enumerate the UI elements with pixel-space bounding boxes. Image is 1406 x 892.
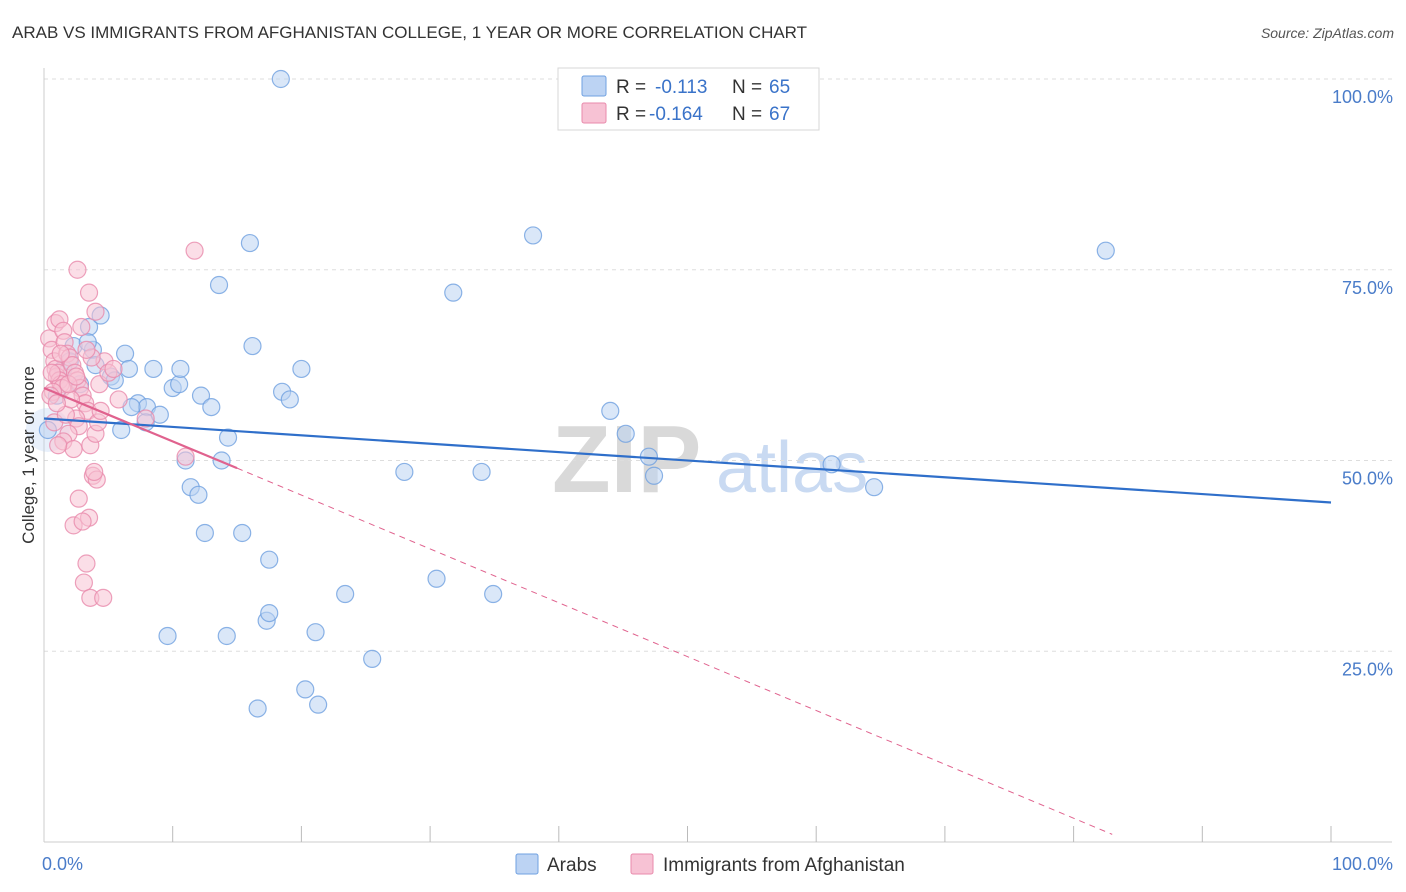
point-afghan xyxy=(79,283,99,302)
point-afghan xyxy=(42,363,61,382)
point-arabs xyxy=(115,344,135,363)
point-arabs xyxy=(395,462,414,482)
point-afghan xyxy=(72,317,91,337)
x-tick-label-max: 100.0% xyxy=(1332,854,1393,874)
y-axis-label: College, 1 year or more xyxy=(19,366,38,544)
point-afghan xyxy=(74,573,93,592)
point-arabs xyxy=(865,478,884,497)
bottom-legend-swatch-afghan xyxy=(630,853,654,875)
point-arabs xyxy=(1096,241,1115,260)
scatter-points xyxy=(25,69,1115,718)
point-arabs xyxy=(158,626,177,646)
point-afghan xyxy=(47,394,66,413)
trend-lines xyxy=(43,386,1332,835)
point-arabs xyxy=(218,428,238,447)
point-arabs xyxy=(336,584,355,604)
legend-n-label-afghan: N = xyxy=(732,104,762,125)
chart-source: Source: ZipAtlas.com xyxy=(1261,25,1394,41)
y-tick-label: 50.0% xyxy=(1342,469,1393,489)
point-afghan xyxy=(104,359,123,379)
bottom-legend-swatch-arabs xyxy=(515,853,539,875)
point-afghan xyxy=(64,439,83,459)
y-tick-label: 25.0% xyxy=(1342,659,1393,679)
point-arabs xyxy=(280,390,299,409)
point-arabs xyxy=(363,649,382,668)
point-arabs xyxy=(427,569,446,588)
point-afghan xyxy=(68,260,87,279)
point-arabs xyxy=(171,359,190,379)
chart-title: ARAB VS IMMIGRANTS FROM AFGHANISTAN COLL… xyxy=(12,23,807,42)
point-arabs xyxy=(119,359,139,379)
point-afghan xyxy=(176,447,195,466)
point-arabs xyxy=(195,523,214,543)
point-arabs xyxy=(144,359,163,379)
x-tick-label-min: 0.0% xyxy=(42,854,83,874)
point-arabs xyxy=(601,401,620,421)
trend-line-afghan-extrapolated xyxy=(236,467,1113,835)
point-arabs xyxy=(616,424,635,443)
point-afghan xyxy=(67,367,86,386)
point-afghan xyxy=(85,462,104,482)
point-arabs xyxy=(209,275,229,295)
point-arabs xyxy=(292,359,311,379)
point-afghan xyxy=(185,241,204,260)
point-arabs xyxy=(484,584,503,604)
point-afghan xyxy=(86,302,105,321)
bottom-legend-label-arabs: Arabs xyxy=(547,855,597,876)
point-arabs xyxy=(444,283,463,302)
legend-n-value-arabs: 65 xyxy=(769,77,790,98)
point-arabs xyxy=(260,550,279,569)
point-arabs xyxy=(644,466,664,485)
point-arabs xyxy=(189,485,208,504)
legend-n-value-afghan: 67 xyxy=(769,104,790,125)
y-tick-label: 75.0% xyxy=(1342,278,1393,298)
bottom-legend-label-afghan: Immigrants from Afghanistan xyxy=(663,855,905,876)
legend-box: R = -0.113 N = 65 R = -0.164 N = 67 xyxy=(557,67,820,131)
point-afghan xyxy=(77,340,96,359)
point-arabs xyxy=(240,233,260,253)
point-arabs xyxy=(260,603,279,623)
point-arabs xyxy=(271,69,290,89)
legend-r-label-afghan: R = xyxy=(616,104,646,125)
point-afghan xyxy=(51,344,70,363)
point-arabs xyxy=(233,523,252,543)
bottom-legend: Arabs Immigrants from Afghanistan xyxy=(515,853,905,876)
legend-n-label-arabs: N = xyxy=(732,77,762,98)
point-afghan xyxy=(69,489,88,508)
legend-r-value-afghan: -0.164 xyxy=(649,104,703,125)
axes xyxy=(43,68,1392,843)
point-arabs xyxy=(248,699,267,718)
y-tick-label: 100.0% xyxy=(1332,87,1393,107)
legend-r-label-arabs: R = xyxy=(616,77,646,98)
point-arabs xyxy=(170,375,189,394)
point-arabs xyxy=(296,680,315,699)
point-afghan xyxy=(73,512,92,531)
trend-line-afghan xyxy=(43,386,238,470)
point-arabs xyxy=(191,386,211,405)
point-afghan xyxy=(94,588,113,607)
point-arabs xyxy=(306,623,325,642)
point-afghan xyxy=(49,436,68,455)
point-afghan xyxy=(109,390,128,409)
legend-swatch-arabs xyxy=(581,75,607,97)
point-arabs xyxy=(472,462,491,482)
point-arabs xyxy=(217,626,236,646)
point-arabs xyxy=(243,336,262,356)
legend-r-value-arabs: -0.113 xyxy=(655,77,707,98)
grid xyxy=(44,78,1392,652)
tick-labels: 100.0% 75.0% 50.0% 25.0% 0.0% 100.0% xyxy=(42,87,1393,874)
trend-line-arabs xyxy=(43,417,1332,504)
point-arabs xyxy=(309,695,328,714)
watermark: ZIP atlas xyxy=(552,406,868,513)
point-afghan xyxy=(77,554,96,573)
point-arabs xyxy=(112,420,131,440)
point-arabs xyxy=(202,397,221,417)
legend-swatch-afghan xyxy=(581,102,607,124)
point-afghan xyxy=(136,409,155,428)
point-arabs xyxy=(212,451,231,470)
point-arabs xyxy=(523,226,543,245)
